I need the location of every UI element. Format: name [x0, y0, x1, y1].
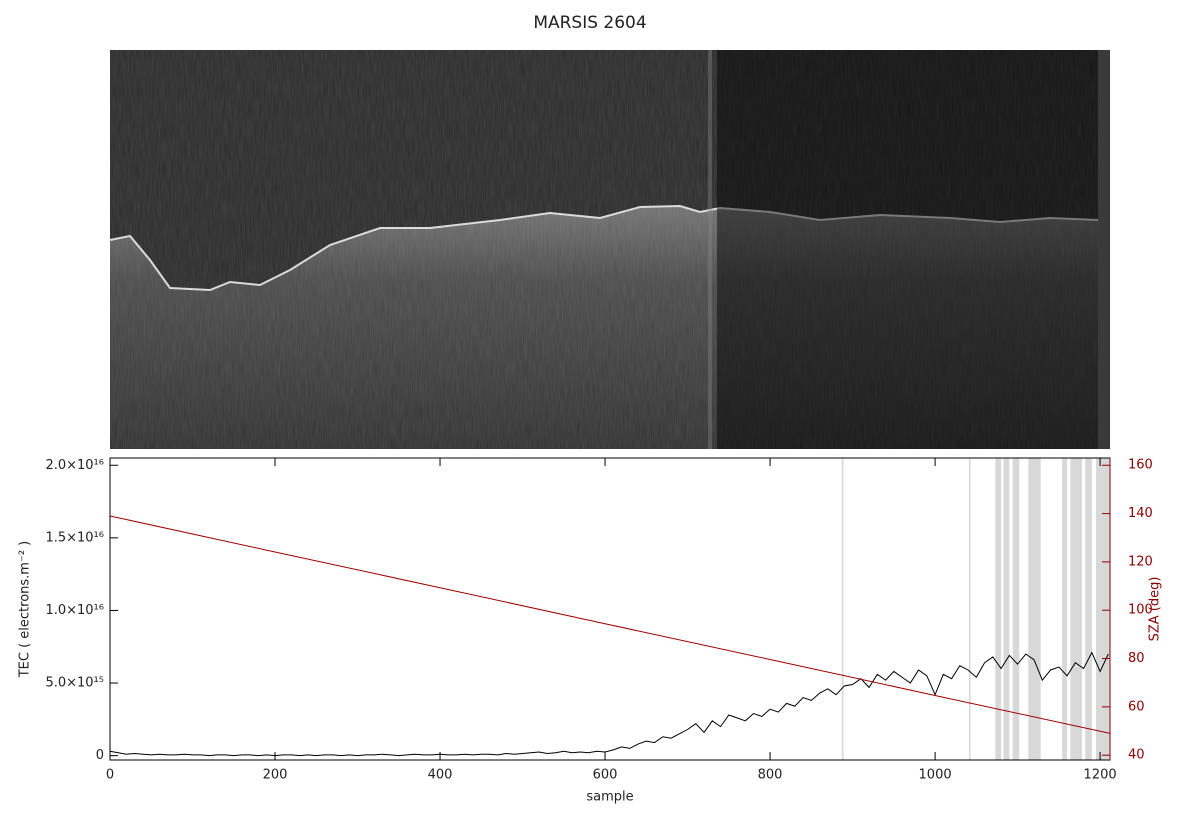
x-tick-label: 200 — [263, 768, 288, 783]
shaded-band — [1003, 458, 1010, 760]
x-tick-label: 1000 — [919, 768, 952, 783]
plot: 0 200 400 600 800 1000 1200 sample 0 5.0×10¹⁵ 1.0×… — [18, 457, 1163, 805]
x-axis-label: sample — [586, 790, 633, 805]
shaded-band — [1012, 458, 1020, 760]
radargram-edge — [1098, 50, 1110, 449]
x-tick-label: 800 — [758, 768, 783, 783]
y2-tick-label: 120 — [1128, 554, 1153, 569]
shaded-band — [841, 458, 844, 760]
y2-axis-label: SZA (deg) — [1148, 577, 1163, 642]
y2-tick-label: 100 — [1128, 603, 1153, 618]
plot-frame — [109, 457, 1111, 761]
y2-tick-label: 60 — [1128, 699, 1145, 714]
y-axis-label: TEC ( electrons.m⁻² ) — [18, 541, 33, 679]
y-tick-label: 0 — [96, 748, 104, 763]
y-tick-label: 5.0×10¹⁵ — [45, 676, 104, 691]
radargram-noise — [110, 50, 1110, 449]
y2-tick-label: 80 — [1128, 651, 1145, 666]
y-tick-label: 1.5×10¹⁶ — [45, 530, 104, 545]
series-line — [109, 515, 1111, 734]
x-tick-label: 0 — [106, 768, 114, 783]
y2-tick-label: 40 — [1128, 748, 1145, 763]
chart-title: MARSIS 2604 — [533, 13, 646, 33]
radargram — [109, 50, 1110, 449]
x-tick-label: 400 — [428, 768, 453, 783]
y2-tick-label: 140 — [1128, 506, 1153, 521]
shaded-band — [1028, 458, 1041, 760]
shaded-band — [1095, 458, 1110, 760]
shaded-band — [1062, 458, 1068, 760]
shaded-band — [995, 458, 1002, 760]
y2-tick-label: 160 — [1128, 458, 1153, 473]
radargram-dark-half — [717, 50, 1098, 449]
shaded-band — [968, 458, 971, 760]
x-tick-label: 600 — [593, 768, 618, 783]
shaded-band — [1070, 458, 1082, 760]
x-tick-label: 1200 — [1084, 768, 1117, 783]
y-tick-label: 1.0×10¹⁶ — [45, 603, 104, 618]
y-tick-label: 2.0×10¹⁶ — [45, 458, 104, 473]
series-line — [109, 651, 1109, 757]
shaded-band — [1085, 458, 1092, 760]
radargram-spike — [708, 50, 712, 449]
